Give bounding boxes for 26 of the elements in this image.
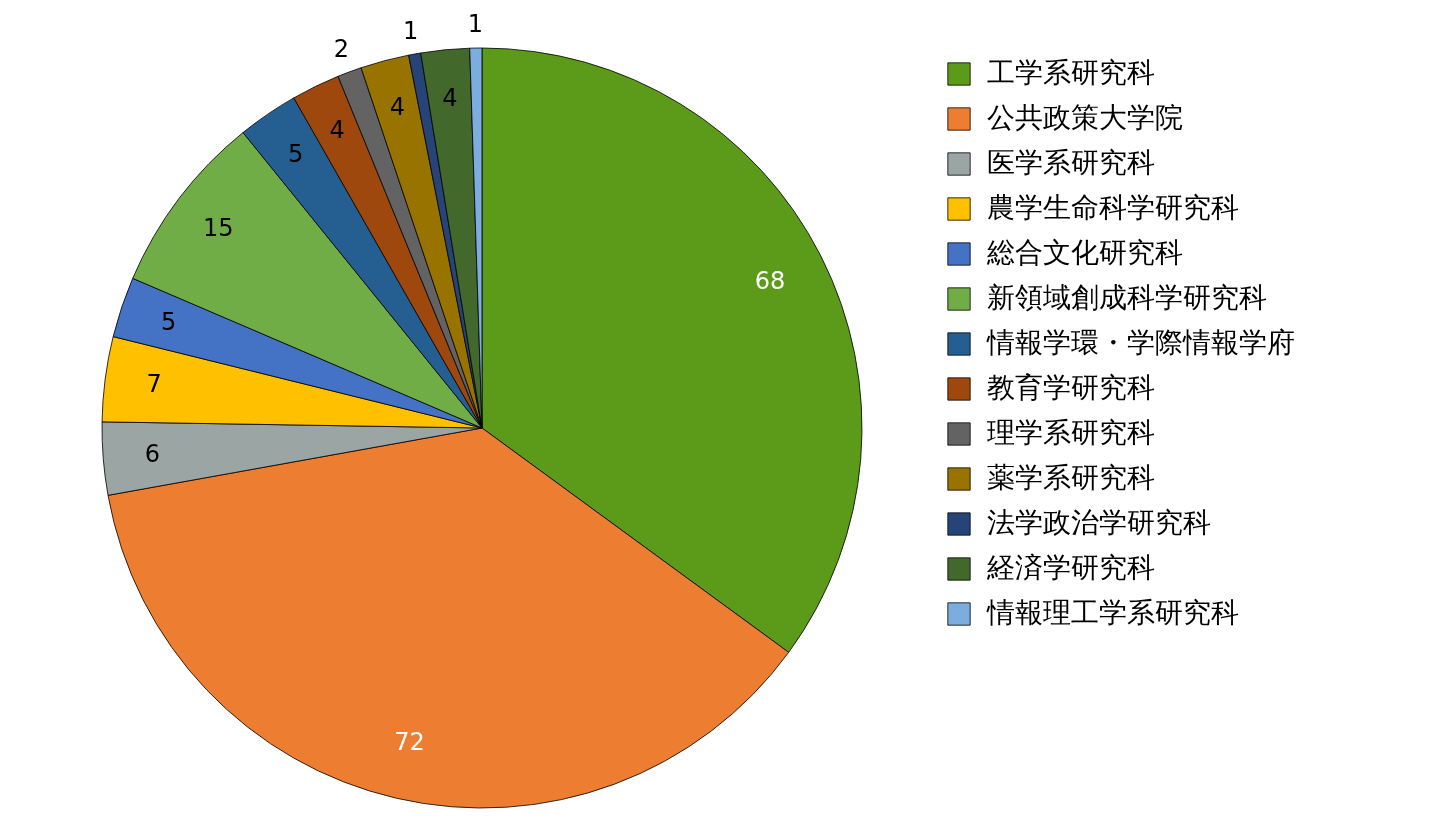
data-label: 5 (287, 139, 304, 168)
legend-label: 医学系研究科 (987, 146, 1155, 179)
legend-label: 公共政策大学院 (987, 101, 1183, 134)
legend-label: 新領域創成科学研究科 (987, 281, 1267, 314)
data-label: 1 (402, 16, 419, 45)
legend-label: 総合文化研究科 (986, 236, 1183, 269)
data-label: 5 (160, 307, 177, 336)
legend-label: 情報理工学系研究科 (986, 596, 1239, 629)
data-label: 72 (394, 727, 425, 756)
legend-label: 理学系研究科 (987, 416, 1155, 449)
legend-label: 教育学研究科 (987, 371, 1155, 404)
data-label: 1 (467, 10, 484, 39)
data-label: 15 (203, 213, 234, 242)
data-label: 4 (329, 115, 345, 144)
legend-label: 工学系研究科 (987, 56, 1155, 89)
legend-label: 情報学環・学際情報学府 (986, 326, 1295, 359)
legend-label: 経済学研究科 (986, 551, 1155, 584)
data-label: 4 (442, 83, 458, 112)
data-label: 2 (333, 35, 350, 64)
legend-label: 薬学系研究科 (987, 461, 1155, 494)
legend-label: 農学生命科学研究科 (987, 191, 1239, 224)
data-label: 7 (146, 370, 162, 399)
legend-label: 法学政治学研究科 (987, 506, 1211, 539)
data-label: 68 (754, 266, 786, 295)
data-label: 6 (144, 439, 161, 468)
data-label: 4 (389, 93, 405, 122)
